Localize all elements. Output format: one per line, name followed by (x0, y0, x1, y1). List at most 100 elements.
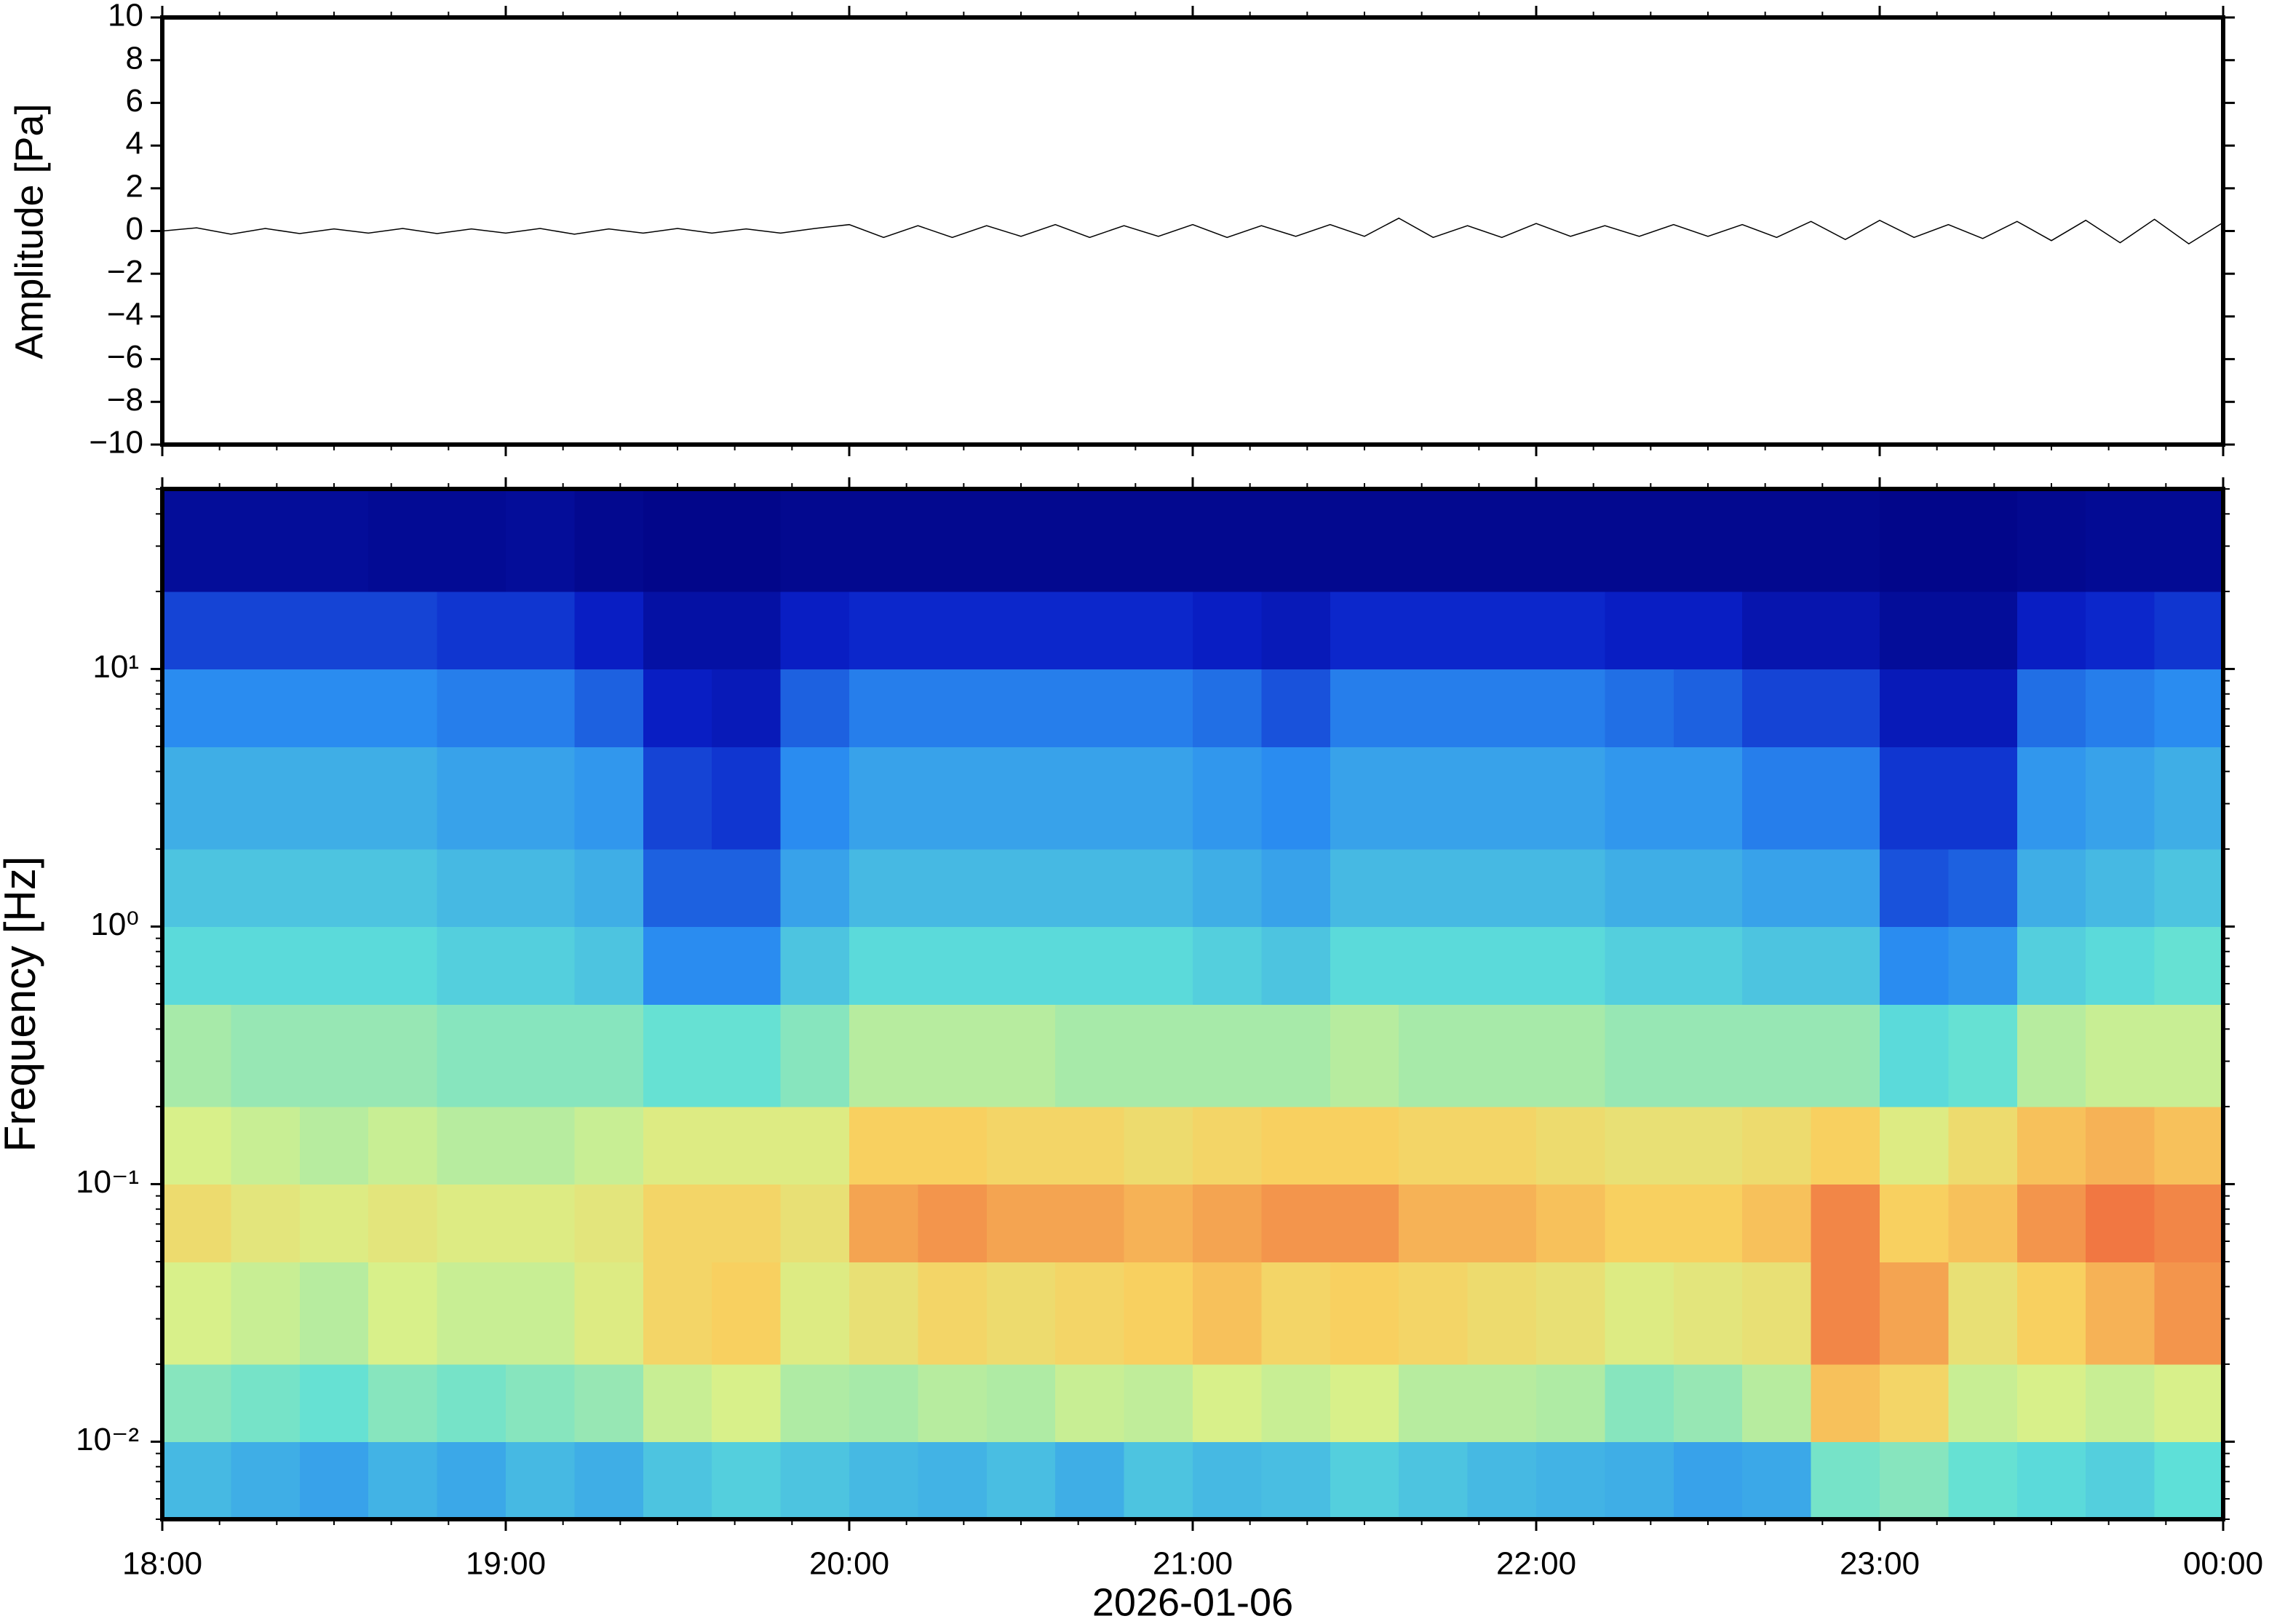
spectrogram-cell (1880, 1364, 1950, 1443)
spectrogram-cell (643, 848, 712, 928)
spectrogram-cell (1055, 669, 1125, 747)
spectrogram-cell (1742, 926, 1812, 1005)
spectrogram-cell (2016, 1106, 2086, 1185)
spectrogram-cell (1124, 848, 1193, 928)
spectrogram-cell (986, 1184, 1056, 1262)
spectrogram-cell (162, 848, 232, 928)
spectrogram-cell (1467, 489, 1537, 592)
spectrogram-cell (918, 1004, 988, 1107)
y-tick-label: 10⁻² (76, 1422, 139, 1457)
x-axis-label: 2026-01-06 (1092, 1580, 1293, 1624)
x-tick-label: 20:00 (809, 1546, 889, 1582)
spectrogram-cell (231, 489, 301, 592)
spectrogram-cell (574, 747, 644, 850)
spectrogram-cell (1055, 1106, 1125, 1185)
spectrogram-cell (1193, 747, 1263, 850)
y-tick-label: −4 (107, 297, 143, 333)
spectrogram-cell (1536, 926, 1606, 1005)
spectrogram-cell (2016, 1441, 2086, 1520)
spectrogram-cell (574, 1184, 644, 1262)
spectrogram-cell (299, 747, 369, 850)
spectrogram-cell (712, 747, 782, 850)
spectrogram-cell (986, 848, 1056, 928)
spectrogram-cell (1261, 1004, 1331, 1107)
spectrogram-cell (231, 1106, 301, 1185)
spectrogram-cell (506, 1441, 576, 1520)
spectrogram-cell (1605, 1184, 1674, 1262)
y-axis-label: Amplitude [Pa] (7, 103, 51, 359)
x-tick-label: 18:00 (122, 1546, 202, 1582)
spectrogram-cell (1261, 669, 1331, 747)
spectrogram-cell (1261, 926, 1331, 1005)
spectrogram-cell (574, 1106, 644, 1185)
spectrogram-cell (506, 747, 576, 850)
spectrogram-cell (1330, 1262, 1399, 1365)
spectrogram-cell (368, 489, 438, 592)
spectrogram-cell (299, 1441, 369, 1520)
spectrogram-cell (506, 489, 576, 592)
spectrogram-cell (231, 1262, 301, 1365)
spectrogram-cell (2154, 489, 2224, 592)
spectrogram-cell (918, 1364, 988, 1443)
spectrogram-cell (1742, 848, 1812, 928)
spectrogram-cell (368, 848, 438, 928)
spectrogram-cell (918, 1262, 988, 1365)
spectrogram-cell (437, 848, 506, 928)
spectrogram-cell (1880, 1441, 1950, 1520)
spectrogram-cell (1605, 848, 1674, 928)
spectrogram-cell (918, 1106, 988, 1185)
spectrogram-cell (1193, 1441, 1263, 1520)
spectrogram-cell (1673, 747, 1743, 850)
spectrogram-cell (849, 1441, 919, 1520)
spectrogram-cell (1399, 1364, 1469, 1443)
spectrogram-cell (986, 591, 1056, 670)
spectrogram-cell (1261, 1262, 1331, 1365)
spectrogram-cell (2086, 1364, 2155, 1443)
spectrogram-cell (849, 747, 919, 850)
spectrogram-cell (1811, 1004, 1880, 1107)
spectrogram-cell (1399, 489, 1469, 592)
spectrogram-cell (1124, 1262, 1193, 1365)
spectrogram-cell (574, 669, 644, 747)
spectrogram-cell (368, 1106, 438, 1185)
spectrogram-cell (986, 489, 1056, 592)
spectrogram-cell (2086, 1106, 2155, 1185)
spectrogram-cell (780, 489, 850, 592)
panel-frame (160, 487, 2225, 1521)
spectrogram-cell (849, 926, 919, 1005)
spectrogram-cell (1742, 747, 1812, 850)
spectrogram-cell (368, 1441, 438, 1520)
spectrogram-cell (574, 1441, 644, 1520)
spectrogram-cell (780, 926, 850, 1005)
spectrogram-cell (1536, 848, 1606, 928)
y-tick-label: 8 (126, 40, 143, 76)
spectrogram-cell (2086, 669, 2155, 747)
spectrogram-cell (780, 848, 850, 928)
spectrogram-cell (2016, 489, 2086, 592)
spectrogram-cell (712, 1262, 782, 1365)
spectrogram-cell (162, 1262, 232, 1365)
spectrogram-cell (1399, 1106, 1469, 1185)
spectrogram-cell (368, 1004, 438, 1107)
spectrogram-cell (780, 1364, 850, 1443)
spectrogram-cell (1948, 1004, 2018, 1107)
spectrogram-cell (1742, 1106, 1812, 1185)
spectrogram-cell (1055, 747, 1125, 850)
spectrogram-cell (918, 591, 988, 670)
spectrogram-cell (2154, 1262, 2224, 1365)
spectrogram-cell (849, 1262, 919, 1365)
spectrogram-cell (849, 1364, 919, 1443)
spectrogram-cell (1055, 489, 1125, 592)
spectrogram-cell (231, 591, 301, 670)
spectrogram-cell (437, 1441, 506, 1520)
spectrogram-cell (2086, 1262, 2155, 1365)
spectrogram-cell (1605, 1364, 1674, 1443)
spectrogram-cell (1536, 1184, 1606, 1262)
spectrogram-cell (1880, 1106, 1950, 1185)
spectrogram-cell (1536, 1004, 1606, 1107)
spectrogram-cell (2154, 669, 2224, 747)
spectrogram-cell (1742, 489, 1812, 592)
spectrogram-cell (1193, 1184, 1263, 1262)
spectrogram-cell (1261, 489, 1331, 592)
spectrogram-cell (1261, 1441, 1331, 1520)
